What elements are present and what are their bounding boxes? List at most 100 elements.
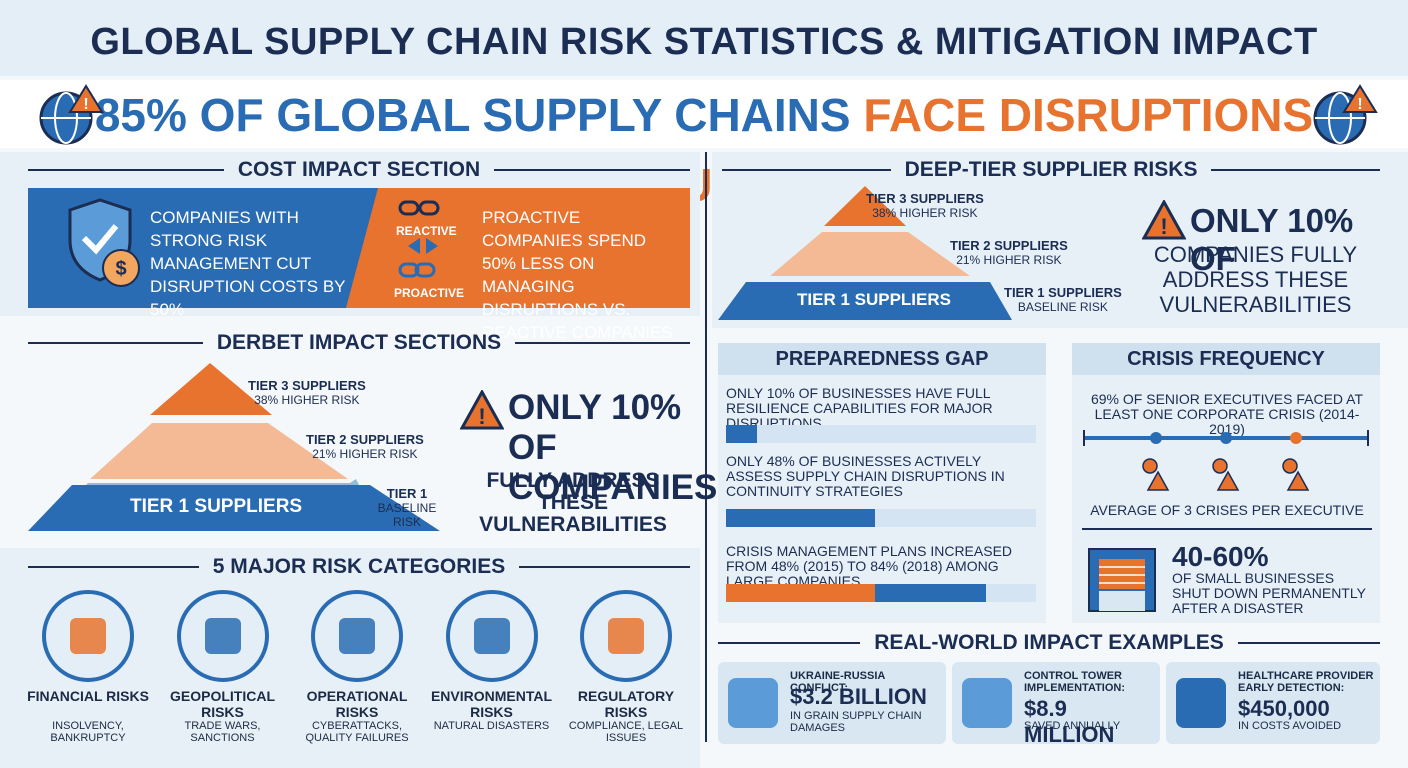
prep-text: CRISIS MANAGEMENT PLANS INCREASED FROM 4…	[726, 543, 1013, 589]
icon-glyph	[608, 618, 644, 654]
bar-track	[726, 584, 1036, 602]
tier-risk: 21% HIGHER RISK	[956, 253, 1062, 267]
bar	[726, 425, 757, 443]
crisis-timeline	[1083, 430, 1369, 491]
icon-glyph	[473, 618, 510, 654]
svg-text:!: !	[1160, 214, 1167, 239]
headline: 85% OF GLOBAL SUPPLY CHAINS FACE DISRUPT…	[0, 80, 1408, 211]
tier-risk: 38% HIGHER RISK	[254, 393, 360, 407]
card-icon	[962, 678, 1012, 728]
proactive-label: PROACTIVE	[394, 286, 465, 300]
cost-text: PROACTIVE COMPANIES SPEND 50% LESS ON MA…	[482, 208, 673, 342]
bar	[726, 509, 875, 527]
globe-icon: !	[1313, 84, 1378, 145]
tier-risk: 38% HIGHER RISK	[872, 206, 978, 220]
icon-glyph	[204, 618, 241, 654]
pyramid	[28, 363, 440, 531]
callout-sub: COMPANIES FULLY ADDRESS THESE VULNERABIL…	[1153, 242, 1358, 317]
pyramid	[718, 186, 1012, 320]
section-heading: DEEP-TIER SUPPLIER RISKS	[722, 158, 1380, 182]
icon-glyph	[339, 618, 375, 654]
risk-name: GEOPOLITICAL RISKS	[170, 688, 275, 720]
tier: TIER 2 SUPPLIERS 21% HIGHER RISK	[950, 238, 1068, 267]
svg-text:!: !	[478, 404, 485, 429]
card-label: CONTROL TOWER IMPLEMENTATION:	[1024, 670, 1126, 694]
tier-name: TIER 2 SUPPLIERS	[306, 432, 424, 447]
tier-risk: 21% HIGHER RISK	[312, 447, 418, 461]
crisis-text: 69% OF SENIOR EXECUTIVES FACED AT LEAST …	[1090, 391, 1364, 437]
card-label: UKRAINE-RUSSIA CONFLICT:	[790, 670, 885, 694]
tier-name: TIER 1 SUPPLIERS	[1004, 285, 1122, 300]
callout-sub: FULLY ADDRESS THESE VULNERABILITIES	[479, 469, 667, 536]
section-heading: 5 MAJOR RISK CATEGORIES	[28, 555, 690, 579]
icon-glyph	[70, 618, 106, 654]
stat-text: OF SMALL BUSINESSES SHUT DOWN PERMANENTL…	[1172, 570, 1366, 616]
tier-name: TIER 2 SUPPLIERS	[950, 238, 1068, 253]
tier-risk: BASELINE RISK	[377, 501, 437, 529]
card-amount: $450,000	[1238, 696, 1330, 721]
risk-desc: INSOLVENCY, BANKRUPTCY	[50, 720, 126, 744]
card-icon	[1176, 678, 1226, 728]
pyramid-base: TIER 1 SUPPLIERS	[130, 496, 303, 517]
card-amount: $8.9 MILLION	[1024, 696, 1115, 747]
card-label: HEALTHCARE PROVIDER EARLY DETECTION:	[1238, 670, 1374, 694]
tier: TIER 3 SUPPLIERS 38% HIGHER RISK	[248, 378, 366, 407]
tier: TIER 1 BASELINE RISK	[372, 486, 442, 529]
callout: ONLY 10% OF	[1190, 202, 1354, 277]
cost-boxes: $	[28, 188, 690, 308]
risk-desc: COMPLIANCE, LEGAL ISSUES	[568, 720, 684, 744]
risk-desc: CYBERATTACKS, QUALITY FAILURES	[305, 720, 409, 744]
crisis-average: AVERAGE OF 3 CRISES PER EXECUTIVE	[1090, 502, 1364, 518]
bar	[726, 584, 875, 602]
warning-icon: !	[460, 390, 504, 430]
warning-icon: !	[1142, 200, 1186, 240]
svg-text:!: !	[83, 96, 88, 113]
tier: TIER 3 SUPPLIERS 38% HIGHER RISK	[866, 191, 984, 220]
pyramid-base: TIER 1 SUPPLIERS	[797, 290, 951, 309]
divider	[705, 152, 707, 742]
cost-text: COMPANIES WITH STRONG RISK MANAGEMENT CU…	[150, 208, 346, 319]
headline-blue: 85% OF GLOBAL SUPPLY CHAINS	[94, 89, 851, 141]
risk-name: OPERATIONAL RISKS	[306, 688, 408, 720]
tier-risk: BASELINE RISK	[1017, 300, 1108, 314]
tier-name: TIER 3 SUPPLIERS	[248, 378, 366, 393]
section-heading: COST IMPACT SECTION	[28, 158, 690, 182]
bar-track	[726, 509, 1036, 527]
impact-card: CONTROL TOWER IMPLEMENTATION: $8.9 MILLIO…	[952, 662, 1160, 747]
rule	[1082, 528, 1372, 530]
card-amount: $3.2 BILLION	[790, 684, 927, 709]
title: GLOBAL SUPPLY CHAIN RISK STATISTICS & MI…	[0, 0, 1408, 76]
tier: TIER 2 SUPPLIERS 21% HIGHER RISK	[306, 432, 424, 461]
svg-text:!: !	[1357, 96, 1362, 113]
risk-desc: NATURAL DISASTERS	[433, 720, 550, 732]
globe-icon: !	[39, 84, 104, 145]
risk-name: REGULATORY RISKS	[577, 688, 675, 720]
callout: ONLY 10% OF COMPANIES	[508, 388, 718, 507]
card-desc: IN GRAIN SUPPLY CHAIN DAMAGES	[790, 710, 922, 734]
reactive-label: REACTIVE	[396, 224, 457, 238]
impact-card: UKRAINE-RUSSIA CONFLICT: $3.2 BILLION IN G…	[718, 662, 946, 744]
risk-name: ENVIRONMENTAL RISKS	[430, 688, 553, 720]
tier-name: TIER 1	[386, 486, 428, 501]
risk-icon	[42, 590, 134, 682]
impact-card: HEALTHCARE PROVIDER EARLY DETECTION: $450…	[1166, 662, 1380, 744]
risk-icon	[176, 590, 269, 682]
risk-name: FINANCIAL RISKS	[27, 688, 149, 704]
box-heading: CRISIS FREQUENCY	[1072, 343, 1380, 375]
bar-track	[726, 425, 1036, 443]
card-desc: SAVED ANNUALLY	[1024, 720, 1121, 732]
risk-desc: TRADE WARS, SANCTIONS	[184, 720, 261, 744]
closed-shop-icon	[1088, 548, 1156, 612]
tier-name: TIER 3 SUPPLIERS	[866, 191, 984, 206]
svg-text:$: $	[115, 258, 126, 280]
risk-icon	[580, 590, 672, 682]
card-desc: IN COSTS AVOIDED	[1238, 720, 1342, 732]
preparedness-box	[718, 343, 1046, 623]
section-heading: REAL-WORLD IMPACT EXAMPLES	[718, 631, 1380, 655]
risk-icon	[311, 590, 403, 682]
section-heading: DERBET IMPACT SECTIONS	[28, 331, 690, 355]
box-heading: PREPAREDNESS GAP	[718, 343, 1046, 375]
risk-icon	[445, 590, 538, 682]
prep-text: ONLY 48% OF BUSINESSES ACTIVELY ASSESS S…	[726, 453, 1005, 499]
